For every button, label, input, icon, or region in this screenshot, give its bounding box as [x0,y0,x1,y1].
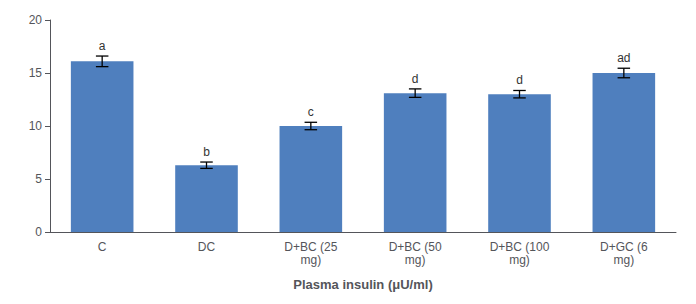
svg-text:DC: DC [198,240,216,254]
svg-text:d: d [516,73,523,87]
svg-text:D+GC (6: D+GC (6 [600,240,648,254]
svg-text:D+BC (25: D+BC (25 [284,240,337,254]
svg-text:d: d [412,72,419,86]
svg-text:D+BC (100: D+BC (100 [490,240,550,254]
svg-text:0: 0 [35,225,42,239]
svg-text:D+BC (50: D+BC (50 [389,240,442,254]
svg-text:20: 20 [29,13,43,27]
svg-text:a: a [99,39,106,53]
svg-text:5: 5 [35,172,42,186]
svg-text:mg): mg) [613,253,634,267]
svg-text:10: 10 [29,119,43,133]
svg-text:15: 15 [29,66,43,80]
svg-text:b: b [203,145,210,159]
svg-text:mg): mg) [509,253,530,267]
svg-text:C: C [98,240,107,254]
svg-text:ad: ad [617,51,630,65]
svg-text:mg): mg) [300,253,321,267]
svg-text:mg): mg) [405,253,426,267]
svg-text:Plasma insulin (μU/ml): Plasma insulin (μU/ml) [293,277,432,292]
svg-text:c: c [308,105,314,119]
